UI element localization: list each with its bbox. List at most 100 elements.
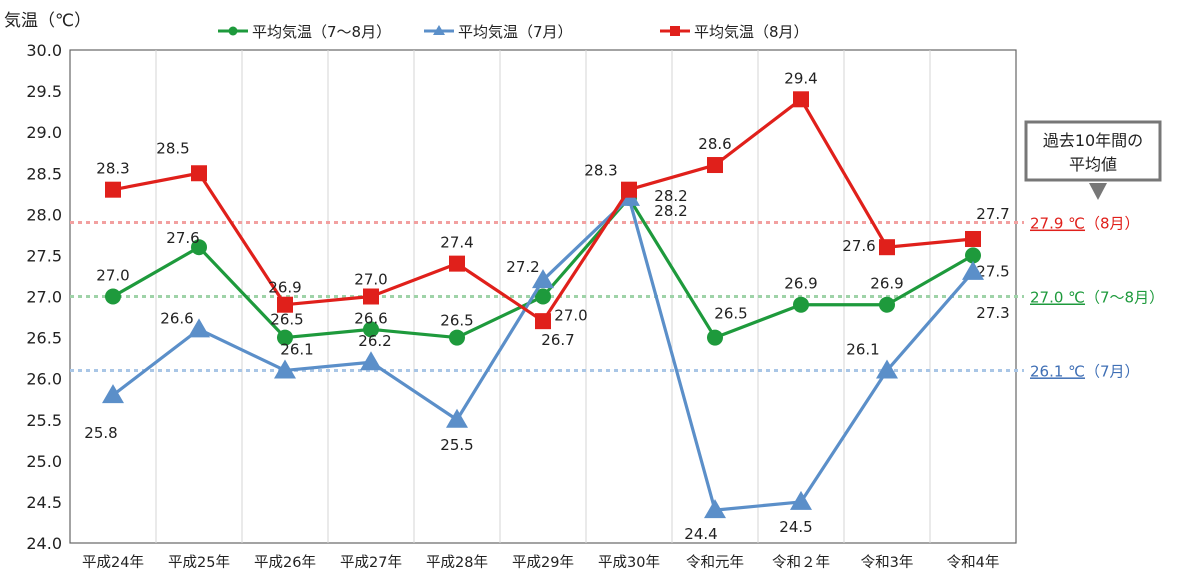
data-point-triangle <box>962 260 984 280</box>
data-label: 26.1 <box>846 340 879 358</box>
legend-circle-icon <box>228 26 238 36</box>
data-label: 26.1 <box>280 340 313 358</box>
data-label: 26.5 <box>714 305 747 323</box>
y-tick-label: 24.0 <box>26 534 62 553</box>
annotation-line1: 過去10年間の <box>1043 131 1143 150</box>
data-label: 26.9 <box>784 275 817 293</box>
y-tick-label: 28.5 <box>26 164 62 183</box>
x-tick-label: 令和２年 <box>772 554 830 571</box>
y-tick-label: 29.5 <box>26 82 62 101</box>
data-point-triangle <box>876 359 898 379</box>
legend-label: 平均気温（8月） <box>694 23 809 41</box>
annotation-line2: 平均値 <box>1069 155 1117 174</box>
data-point-square <box>621 181 637 198</box>
data-point-triangle <box>790 490 812 510</box>
data-label: 27.7 <box>976 205 1009 223</box>
y-tick-label: 24.5 <box>26 493 62 512</box>
data-label: 26.7 <box>541 331 574 349</box>
data-point-square <box>277 296 293 313</box>
x-tick-label: 令和4年 <box>947 554 1000 571</box>
data-label: 24.4 <box>684 525 717 543</box>
data-point-square <box>965 230 981 247</box>
data-point-triangle <box>360 351 382 371</box>
data-point-circle <box>793 296 809 313</box>
data-label: 25.8 <box>84 424 117 442</box>
y-tick-label: 26.0 <box>26 370 62 389</box>
legend-square-icon <box>670 26 680 36</box>
x-tick-label: 令和3年 <box>861 554 914 571</box>
data-point-square <box>449 255 465 272</box>
data-label: 28.2 <box>654 202 687 220</box>
reference-value: 27.9 ℃ <box>1030 215 1085 233</box>
data-point-circle <box>191 239 207 256</box>
data-point-square <box>879 239 895 256</box>
data-point-square <box>105 181 121 198</box>
y-tick-label: 26.5 <box>26 329 62 348</box>
data-label: 27.6 <box>166 229 199 247</box>
legend-label: 平均気温（7月） <box>458 23 573 41</box>
data-label: 28.6 <box>698 135 731 153</box>
x-tick-label: 平成30年 <box>598 554 660 571</box>
y-tick-label: 27.5 <box>26 246 62 265</box>
data-label: 28.3 <box>584 162 617 180</box>
data-label: 27.6 <box>842 237 875 255</box>
x-tick-label: 平成26年 <box>254 554 316 571</box>
data-point-circle <box>277 329 293 346</box>
reference-label: 26.1 ℃（7月） <box>1030 362 1140 380</box>
data-point-square <box>707 157 723 174</box>
y-tick-label: 25.5 <box>26 411 62 430</box>
data-label: 28.5 <box>156 139 189 157</box>
reference-label: 27.0 ℃（7～8月） <box>1030 289 1164 307</box>
data-label: 27.0 <box>96 267 129 285</box>
data-label: 27.0 <box>354 271 387 289</box>
reference-suffix: （7～8月） <box>1085 289 1164 307</box>
annotation-arrow-icon <box>1089 183 1107 200</box>
data-label: 28.2 <box>654 187 687 205</box>
y-tick-label: 25.0 <box>26 452 62 471</box>
x-tick-label: 平成29年 <box>512 554 574 571</box>
reference-suffix: （8月） <box>1085 215 1140 233</box>
data-point-circle <box>363 321 379 338</box>
x-tick-label: 平成27年 <box>340 554 402 571</box>
data-label: 26.9 <box>870 275 903 293</box>
data-point-circle <box>535 288 551 305</box>
legend-triangle-icon <box>433 25 445 35</box>
reference-value: 27.0 ℃ <box>1030 289 1085 307</box>
data-label: 27.0 <box>554 307 587 325</box>
x-tick-label: 平成28年 <box>426 554 488 571</box>
data-point-square <box>191 165 207 182</box>
data-label: 26.6 <box>354 309 387 327</box>
data-label: 26.2 <box>358 332 391 350</box>
data-label: 24.5 <box>779 518 812 536</box>
data-point-square <box>363 288 379 305</box>
data-point-triangle <box>188 318 210 338</box>
data-point-square <box>793 91 809 108</box>
data-point-circle <box>879 296 895 313</box>
data-label: 27.3 <box>976 304 1009 322</box>
data-label: 27.4 <box>440 234 473 252</box>
y-axis-label: 気温（℃） <box>4 11 91 31</box>
x-tick-label: 令和元年 <box>686 554 744 571</box>
data-label: 29.4 <box>784 69 817 87</box>
data-label: 27.5 <box>976 262 1009 280</box>
data-point-circle <box>965 247 981 264</box>
reference-label: 27.9 ℃（8月） <box>1030 215 1140 233</box>
data-point-triangle <box>704 499 726 519</box>
data-point-triangle <box>274 359 296 379</box>
data-point-circle <box>707 329 723 346</box>
data-label: 25.5 <box>440 436 473 454</box>
annotation-box <box>1024 120 1162 182</box>
x-tick-label: 平成24年 <box>82 554 144 571</box>
y-tick-label: 28.0 <box>26 205 62 224</box>
data-point-triangle <box>446 408 468 428</box>
data-point-circle <box>449 329 465 346</box>
y-tick-label: 29.0 <box>26 123 62 142</box>
x-tick-label: 平成25年 <box>168 554 230 571</box>
data-point-circle <box>105 288 121 305</box>
data-label: 27.2 <box>506 258 539 276</box>
data-point-triangle <box>532 269 554 289</box>
data-label: 28.3 <box>96 160 129 178</box>
data-label: 26.6 <box>160 309 193 327</box>
data-point-square <box>535 313 551 330</box>
